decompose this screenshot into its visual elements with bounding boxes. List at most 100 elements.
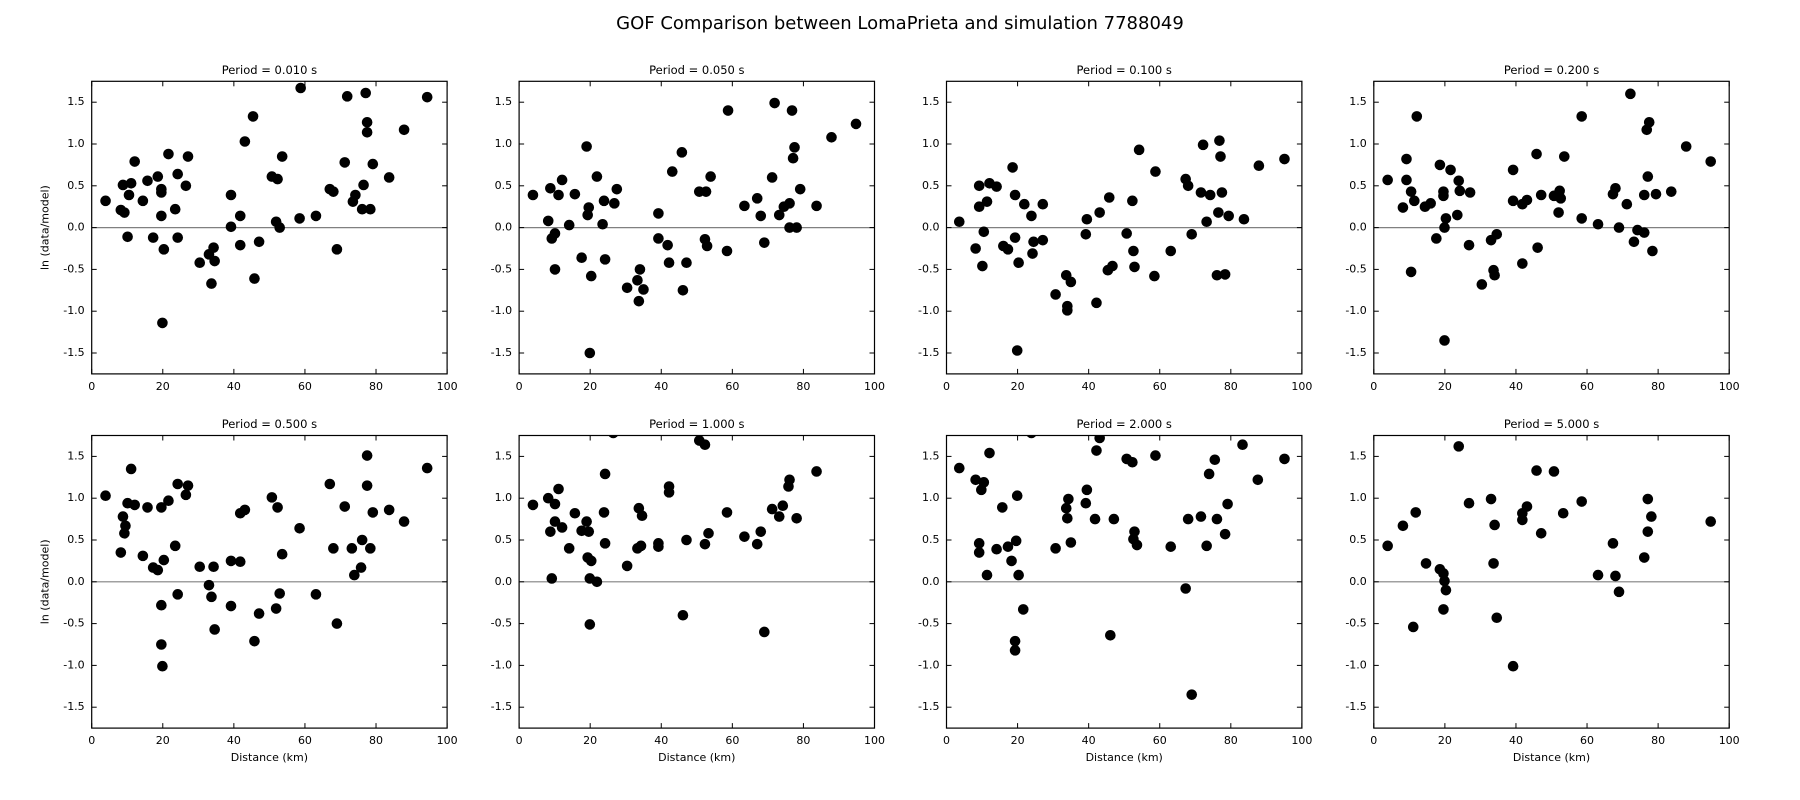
data-point xyxy=(556,522,568,533)
data-point xyxy=(1610,183,1621,194)
data-point xyxy=(1680,141,1692,152)
x-tick-label: 60 xyxy=(1580,380,1594,393)
data-point xyxy=(270,603,282,614)
data-point xyxy=(163,495,174,507)
data-point xyxy=(556,174,568,186)
data-point xyxy=(152,564,164,576)
data-point xyxy=(358,179,369,191)
y-tick-label: 1.5 xyxy=(922,449,940,462)
data-point xyxy=(1488,558,1499,569)
y-tick-label: -1.0 xyxy=(918,304,939,317)
data-point xyxy=(766,503,778,515)
data-point xyxy=(1439,575,1450,587)
data-point xyxy=(1592,569,1604,581)
data-point xyxy=(1013,569,1024,581)
data-point xyxy=(1006,555,1017,567)
data-point xyxy=(349,569,360,581)
y-tick-label: 0.0 xyxy=(495,575,513,588)
y-tick-label: -1.0 xyxy=(918,658,939,671)
y-tick-label: 0.0 xyxy=(1349,221,1367,234)
subplot-title: Period = 1.000 s xyxy=(649,417,744,431)
data-point xyxy=(129,156,141,167)
x-tick-label: 0 xyxy=(943,380,950,393)
data-point xyxy=(203,579,215,591)
y-tick-label: -0.5 xyxy=(63,262,84,275)
subplot: Period = 2.000 s 0 20 40 60 80 100 -1.5 -1.0 -0.5… xyxy=(918,417,1312,764)
data-point xyxy=(1491,612,1503,624)
x-tick-label: 60 xyxy=(725,734,739,747)
data-point xyxy=(1019,198,1030,210)
y-tick-label: -0.5 xyxy=(1345,262,1366,275)
data-point xyxy=(249,635,260,647)
data-point xyxy=(398,516,410,527)
data-point xyxy=(1094,207,1105,218)
data-point xyxy=(234,556,246,568)
data-point xyxy=(1252,474,1264,486)
data-point xyxy=(158,244,170,255)
x-tick-label: 60 xyxy=(1153,734,1167,747)
axes-frame xyxy=(1373,80,1730,375)
data-point xyxy=(1180,583,1191,594)
data-point xyxy=(585,555,597,567)
y-tick-label: 1.5 xyxy=(67,95,85,108)
data-point xyxy=(1464,187,1476,198)
data-point xyxy=(1253,160,1265,172)
y-tick-label: 0.0 xyxy=(922,221,940,234)
y-tick-label: -0.5 xyxy=(918,617,939,630)
data-point xyxy=(1165,541,1177,552)
data-point xyxy=(981,196,993,207)
data-point xyxy=(1091,445,1102,456)
data-point xyxy=(272,502,283,513)
points xyxy=(1382,88,1717,346)
data-point xyxy=(591,576,603,588)
x-tick-label: 20 xyxy=(1011,734,1025,747)
data-point xyxy=(239,136,251,147)
x-tick-label: 20 xyxy=(1011,380,1025,393)
data-point xyxy=(699,439,711,450)
data-point xyxy=(206,591,217,603)
data-point xyxy=(1223,210,1234,222)
data-point xyxy=(784,198,795,209)
data-point xyxy=(1131,539,1143,551)
data-point xyxy=(981,569,993,581)
data-point xyxy=(1434,159,1446,171)
data-point xyxy=(225,600,237,612)
y-tick-label: 0.5 xyxy=(1349,533,1367,546)
data-point xyxy=(294,213,305,224)
data-point xyxy=(581,516,592,527)
data-point xyxy=(700,186,712,197)
data-point xyxy=(991,181,1002,192)
x-tick-label: 20 xyxy=(156,380,170,393)
data-point xyxy=(739,200,750,212)
data-point xyxy=(1425,198,1436,209)
subplot-title: Period = 2.000 s xyxy=(1077,417,1172,431)
data-point xyxy=(1420,558,1432,569)
data-point xyxy=(1009,635,1021,647)
data-point xyxy=(1219,528,1231,540)
data-point xyxy=(367,158,379,170)
data-point xyxy=(367,507,379,518)
data-point xyxy=(276,548,288,560)
subplot: Period = 0.500 s 0 20 40 60 80 100 -1.5 -1.0 -0.5… xyxy=(39,417,458,764)
data-point xyxy=(1129,261,1140,273)
data-point xyxy=(156,210,167,222)
data-point xyxy=(791,512,802,524)
data-point xyxy=(331,618,343,629)
data-point xyxy=(722,105,734,116)
data-point xyxy=(346,543,358,554)
data-point xyxy=(182,151,194,162)
data-point xyxy=(272,173,283,185)
y-tick-label: -0.5 xyxy=(63,617,84,630)
data-point xyxy=(157,660,168,672)
data-point xyxy=(350,189,361,201)
data-point xyxy=(1521,194,1533,206)
data-point xyxy=(1531,148,1542,160)
subplot-title: Period = 0.050 s xyxy=(649,63,744,77)
data-point xyxy=(978,226,990,238)
data-point xyxy=(1463,497,1475,509)
data-point xyxy=(766,172,778,183)
data-point xyxy=(826,132,837,143)
y-tick-label: -1.0 xyxy=(1345,304,1366,317)
y-tick-label: 1.5 xyxy=(1349,95,1367,108)
